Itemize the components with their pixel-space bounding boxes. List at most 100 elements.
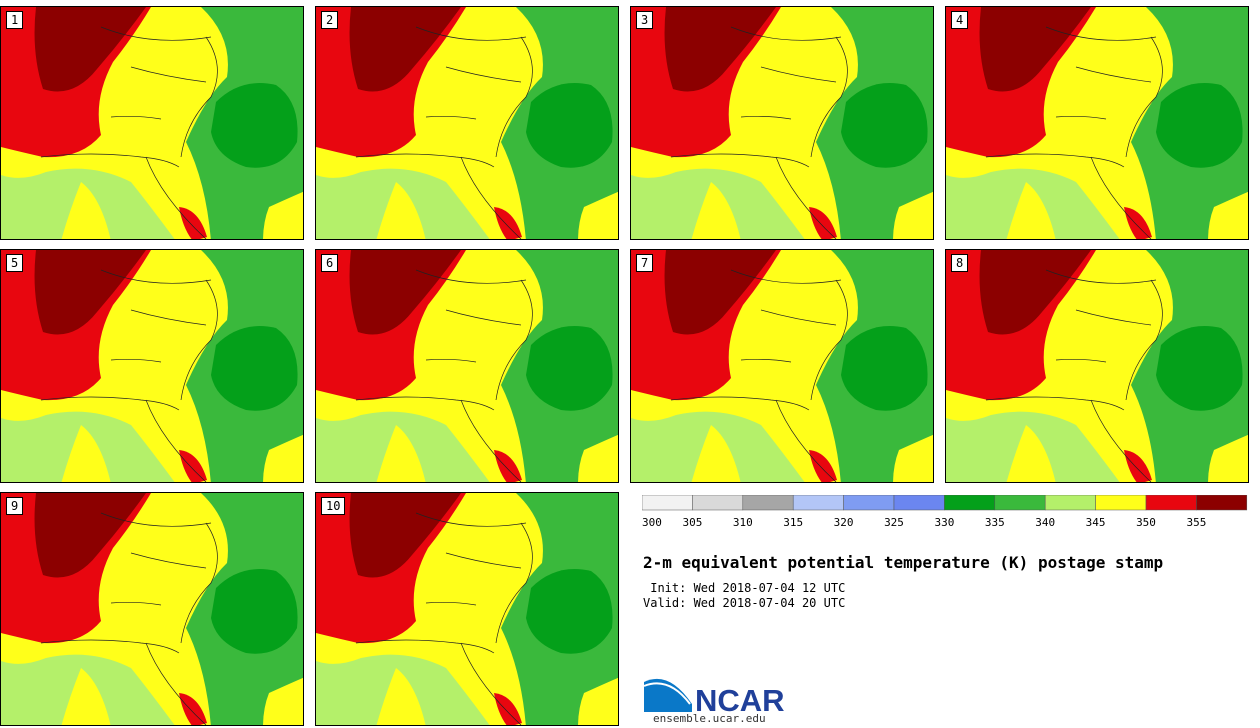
colorbar-tick-label: 310: [733, 516, 753, 529]
contour-region: [263, 434, 303, 482]
state-border: [730, 269, 842, 284]
state-border: [740, 358, 792, 363]
colorbar-tick-label: 330: [934, 516, 954, 529]
state-border: [1090, 399, 1152, 482]
colorbar-tick-label: 325: [884, 516, 904, 529]
state-border: [985, 153, 1125, 168]
ensemble-member-map: 9: [0, 492, 304, 726]
contour-region: [1208, 191, 1248, 239]
state-border: [775, 156, 837, 239]
state-border: [740, 115, 792, 120]
member-label: 10: [321, 497, 346, 515]
contour-region: [376, 668, 426, 725]
member-label: 5: [6, 254, 24, 272]
ncar-logo: NCAR: [643, 678, 785, 714]
theta-e-map: [631, 250, 933, 482]
contour-region: [578, 434, 618, 482]
contour-region: [61, 182, 111, 239]
colorbar-tick-label: 335: [985, 516, 1005, 529]
contour-region: [211, 326, 298, 411]
logo-url: ensemble.ucar.edu: [653, 712, 766, 725]
state-border: [355, 396, 495, 411]
theta-e-map: [631, 7, 933, 239]
ensemble-member-map: 2: [315, 6, 619, 240]
contour-region: [494, 450, 522, 482]
state-border: [1090, 156, 1152, 239]
contour-region: [211, 83, 298, 168]
colorbar-swatch: [843, 495, 895, 511]
contour-region: [1208, 434, 1248, 482]
contour-region: [1156, 326, 1243, 411]
contour-region: [1156, 83, 1243, 168]
state-border: [130, 552, 207, 569]
contour-region: [979, 7, 1091, 92]
member-label: 2: [321, 11, 339, 29]
colorbar-tick-label: 300: [642, 516, 662, 529]
contour-region: [61, 668, 111, 725]
ensemble-member-map: 3: [630, 6, 934, 240]
state-border: [810, 36, 848, 158]
state-border: [145, 642, 207, 725]
theta-e-map: [316, 493, 618, 725]
state-border: [670, 396, 810, 411]
contour-region: [376, 425, 426, 482]
colorbar-swatch: [642, 495, 693, 511]
logo-text: NCAR: [695, 683, 785, 714]
contour-region: [1006, 182, 1056, 239]
state-border: [445, 66, 522, 83]
ensemble-member-map: 1: [0, 6, 304, 240]
contour-region: [526, 569, 613, 654]
colorbar-swatch: [742, 495, 794, 511]
state-border: [100, 512, 212, 527]
init-time: Init: Wed 2018-07-04 12 UTC: [643, 581, 846, 595]
state-border: [40, 153, 180, 168]
contour-region: [179, 693, 207, 725]
colorbar-swatch: [1044, 495, 1096, 511]
colorbar-swatch: [692, 495, 744, 511]
member-label: 4: [951, 11, 969, 29]
contour-region: [893, 434, 933, 482]
theta-e-map: [946, 250, 1248, 482]
colorbar-tick-label: 340: [1035, 516, 1055, 529]
state-border: [425, 358, 477, 363]
ensemble-member-map: 5: [0, 249, 304, 483]
contour-region: [1006, 425, 1056, 482]
state-border: [775, 399, 837, 482]
contour-region: [349, 250, 461, 335]
state-border: [130, 66, 207, 83]
member-label: 7: [636, 254, 654, 272]
ensemble-member-map: 4: [945, 6, 1249, 240]
state-border: [445, 309, 522, 326]
theta-e-map: [1, 493, 303, 725]
colorbar: 300 305 310 315 320 325 330 335 340 345 350 355: [642, 495, 1248, 529]
colorbar-swatch: [944, 495, 996, 511]
colorbar-tick-label: 345: [1086, 516, 1106, 529]
state-border: [180, 279, 218, 401]
theta-e-map: [1, 7, 303, 239]
contour-region: [1124, 207, 1152, 239]
state-border: [730, 26, 842, 41]
contour-region: [376, 182, 426, 239]
state-border: [145, 156, 207, 239]
state-border: [145, 399, 207, 482]
colorbar-swatch: [893, 495, 945, 511]
contour-region: [578, 191, 618, 239]
state-border: [180, 522, 218, 644]
contour-region: [61, 425, 111, 482]
contour-region: [979, 250, 1091, 335]
state-border: [445, 552, 522, 569]
state-border: [1125, 279, 1163, 401]
state-border: [110, 358, 162, 363]
member-label: 9: [6, 497, 24, 515]
contour-region: [349, 7, 461, 92]
colorbar-swatch: [1145, 495, 1197, 511]
contour-region: [34, 493, 146, 578]
contour-region: [179, 207, 207, 239]
contour-region: [691, 425, 741, 482]
contour-region: [526, 83, 613, 168]
colorbar-tick-label: 320: [834, 516, 854, 529]
state-border: [1055, 358, 1107, 363]
state-border: [355, 639, 495, 654]
contour-region: [494, 693, 522, 725]
state-border: [760, 309, 837, 326]
